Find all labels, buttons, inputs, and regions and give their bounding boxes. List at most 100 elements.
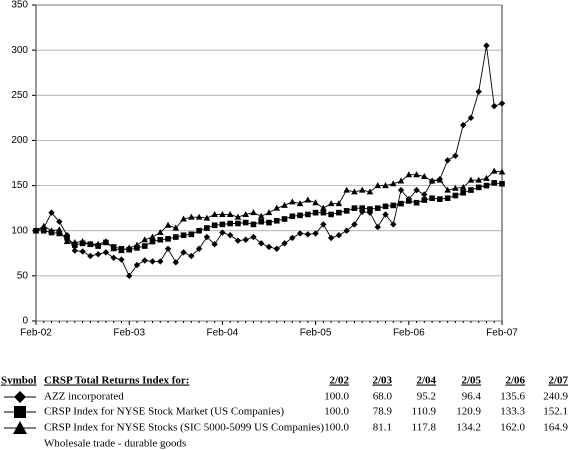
- point: [149, 233, 156, 240]
- point: [389, 180, 397, 187]
- point: [374, 223, 381, 231]
- point: [328, 211, 334, 218]
- point: [398, 200, 404, 207]
- y-tick-label: 0: [22, 316, 28, 327]
- table-cell: 117.8: [412, 422, 437, 434]
- table-cell: 100.0: [324, 422, 349, 434]
- point: [173, 234, 179, 240]
- point: [382, 211, 389, 218]
- table-cell: 110.9: [412, 406, 437, 418]
- point: [289, 198, 296, 205]
- point: [258, 240, 265, 247]
- point: [305, 211, 311, 218]
- table-cell: 133.3: [500, 406, 525, 418]
- table-cell: 240.9: [543, 391, 568, 403]
- point: [490, 167, 498, 174]
- column-header: 2/04: [416, 375, 436, 387]
- point: [436, 176, 444, 183]
- point: [203, 214, 211, 221]
- point: [405, 171, 413, 178]
- point: [134, 245, 140, 251]
- point: [211, 241, 218, 248]
- point: [94, 250, 102, 258]
- point: [118, 256, 125, 263]
- point: [141, 236, 149, 243]
- point: [196, 227, 202, 234]
- point: [459, 121, 467, 129]
- point: [460, 189, 466, 196]
- point: [499, 180, 505, 187]
- point: [63, 238, 71, 245]
- point: [467, 176, 475, 183]
- point: [234, 213, 242, 220]
- y-tick-label: 150: [11, 180, 28, 191]
- table-cell: 134.2: [456, 422, 481, 434]
- table-cell: 162.0: [500, 422, 525, 434]
- point: [296, 200, 304, 207]
- x-tick-label: Feb-03: [113, 328, 145, 339]
- point: [312, 199, 319, 206]
- point: [382, 203, 389, 210]
- point: [320, 204, 327, 211]
- y-tick-label: 350: [11, 0, 28, 11]
- point: [125, 244, 133, 251]
- point: [351, 205, 358, 211]
- y-tick-label: 200: [11, 135, 28, 146]
- point: [226, 232, 234, 239]
- point: [390, 221, 397, 228]
- point: [475, 88, 482, 95]
- point: [452, 152, 459, 159]
- point: [498, 100, 506, 107]
- point: [421, 173, 428, 180]
- point: [242, 236, 249, 243]
- point: [336, 209, 342, 216]
- point: [397, 177, 405, 184]
- point: [164, 221, 172, 228]
- point: [102, 238, 110, 245]
- point: [304, 196, 312, 203]
- table: Symbol CRSP Total Returns Index for: AZZ…: [1, 375, 569, 450]
- point: [56, 218, 63, 225]
- y-tick-label: 250: [11, 90, 28, 101]
- point: [444, 186, 451, 193]
- point: [273, 217, 280, 224]
- point: [390, 202, 397, 209]
- point: [483, 182, 490, 189]
- table-cell: 164.9: [543, 422, 568, 434]
- point: [359, 205, 365, 211]
- point: [266, 219, 272, 226]
- point: [235, 220, 241, 227]
- point: [459, 183, 467, 190]
- point: [180, 232, 187, 239]
- point: [227, 220, 233, 227]
- point: [126, 272, 133, 280]
- column-header: 2/02: [329, 375, 349, 387]
- table-cell: 100.0: [324, 391, 349, 403]
- point: [118, 247, 125, 254]
- table-title: CRSP Total Returns Index for:: [44, 375, 189, 387]
- point: [219, 229, 226, 236]
- point: [195, 213, 203, 220]
- point: [102, 249, 110, 256]
- point: [468, 187, 474, 193]
- point: [475, 184, 482, 191]
- point: [195, 245, 203, 252]
- point: [157, 258, 164, 265]
- point: [149, 238, 156, 245]
- point: [172, 224, 180, 231]
- point: [133, 241, 141, 248]
- point: [444, 195, 451, 202]
- point: [475, 176, 482, 183]
- x-tick-label: Feb-02: [20, 328, 52, 339]
- point: [421, 191, 428, 198]
- point: [157, 236, 164, 243]
- point: [242, 210, 249, 217]
- point: [483, 42, 490, 49]
- point: [188, 231, 195, 238]
- point: [351, 188, 358, 195]
- point: [343, 208, 350, 214]
- point: [281, 216, 288, 222]
- point: [374, 205, 381, 211]
- point: [203, 233, 211, 241]
- point: [413, 171, 420, 178]
